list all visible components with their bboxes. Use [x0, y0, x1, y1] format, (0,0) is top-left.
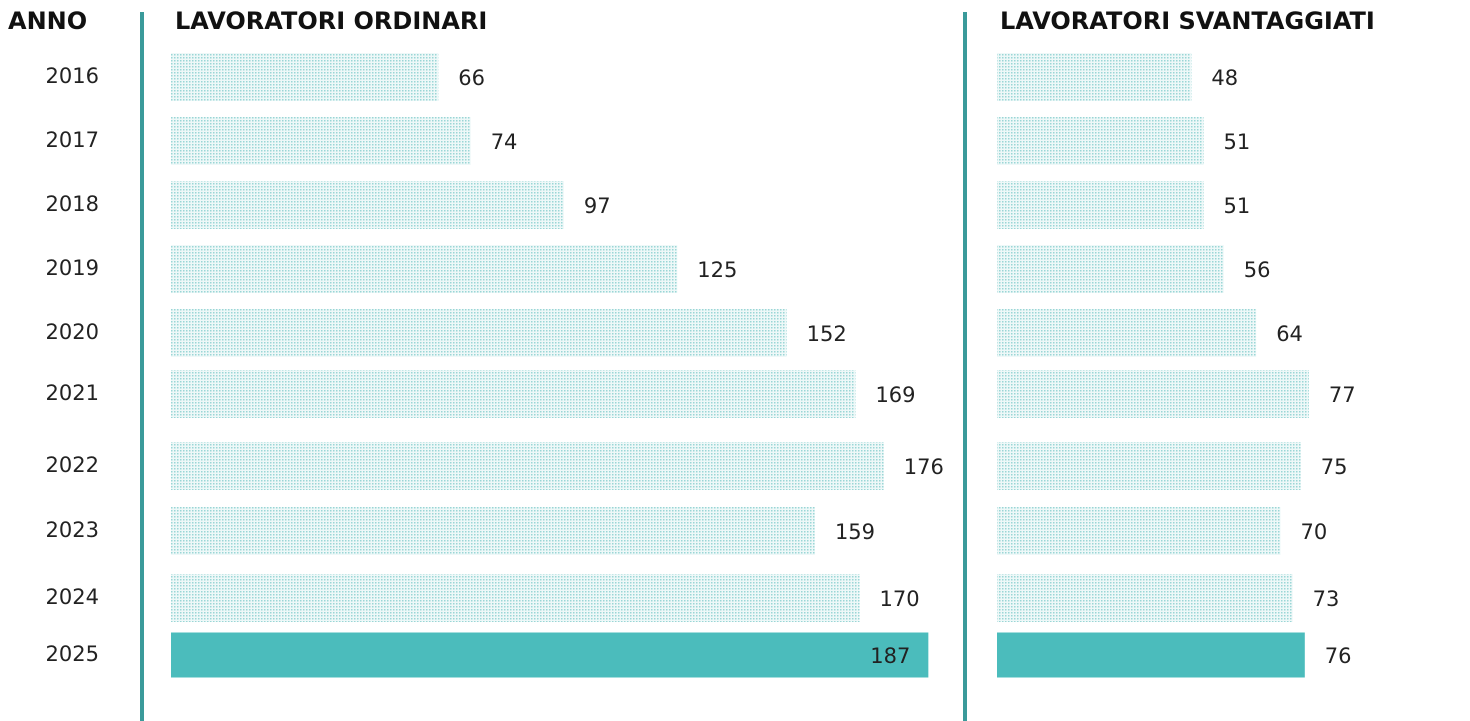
series-title: LAVORATORI SVANTAGGIATI	[1000, 7, 1375, 35]
value-label: 73	[1313, 587, 1340, 611]
value-label: 97	[584, 194, 611, 218]
value-label: 159	[835, 520, 875, 544]
bar	[171, 181, 564, 229]
value-label: 66	[458, 66, 485, 90]
category-label: 2016	[46, 64, 99, 88]
value-label: 152	[807, 322, 847, 346]
bar	[997, 507, 1281, 555]
value-label: 76	[1325, 644, 1352, 668]
bar	[171, 442, 884, 490]
category-label: 2022	[46, 453, 99, 477]
bar	[997, 632, 1305, 678]
bar	[997, 370, 1309, 418]
value-label: 77	[1329, 383, 1356, 407]
category-label: 2019	[46, 256, 99, 280]
value-label: 48	[1211, 66, 1238, 90]
bar	[171, 53, 439, 101]
value-label: 64	[1276, 322, 1303, 346]
bar	[997, 245, 1224, 293]
category-label: 2025	[46, 642, 99, 666]
bar	[997, 181, 1204, 229]
value-label: 75	[1321, 455, 1348, 479]
category-label: 2020	[46, 320, 99, 344]
bar	[171, 117, 471, 165]
category-label: 2017	[46, 128, 99, 152]
category-label: 2023	[46, 518, 99, 542]
value-label: 187	[870, 644, 910, 668]
value-label: 51	[1224, 130, 1251, 154]
bar	[997, 574, 1293, 622]
bar	[997, 442, 1301, 490]
value-label: 74	[491, 130, 518, 154]
bar	[997, 309, 1257, 357]
bar	[997, 117, 1204, 165]
value-label: 169	[875, 383, 915, 407]
category-label: 2018	[46, 192, 99, 216]
bar	[171, 574, 860, 622]
bar	[171, 370, 856, 418]
category-header: ANNO	[8, 7, 87, 35]
category-label: 2024	[46, 585, 99, 609]
value-label: 51	[1224, 194, 1251, 218]
value-label: 125	[697, 258, 737, 282]
category-label: 2021	[46, 381, 99, 405]
bar	[171, 632, 929, 678]
value-label: 70	[1301, 520, 1328, 544]
value-label: 56	[1244, 258, 1271, 282]
series-title: LAVORATORI ORDINARI	[175, 7, 487, 35]
bar	[171, 507, 815, 555]
bar	[997, 53, 1192, 101]
value-label: 176	[904, 455, 944, 479]
bar	[171, 245, 678, 293]
value-label: 170	[880, 587, 920, 611]
bar	[171, 309, 787, 357]
